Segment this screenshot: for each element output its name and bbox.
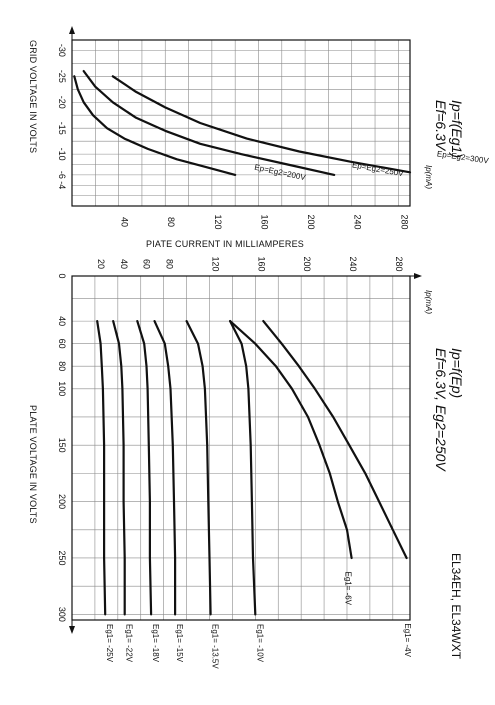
plate-current-tick-label: 60: [142, 259, 152, 269]
transfer-chart-subtitle: Ef=6.3V: [433, 100, 449, 152]
transfer-chart: 40 80 120 160 200 240 280-4-6-10-15-20-25-30Ep…: [57, 26, 490, 230]
plate-chart: 20 40 60 80 120 160 200 240 280 0 40 60 80 100 150 200 2…: [57, 256, 422, 669]
plate-curve-label: Eg1= -4V: [403, 623, 412, 657]
plate-voltage-tick-label: 60: [57, 339, 67, 349]
transfer-x-tick-label: 40: [120, 217, 130, 227]
plate-plot-area: [72, 276, 410, 620]
transfer-axis-arrow: [69, 26, 75, 34]
plate-voltage-tick-label: 300: [57, 607, 67, 622]
transfer-x-unit-label: Ip(mA): [424, 165, 433, 189]
transfer-x-tick-label: 200: [306, 214, 316, 229]
plate-x-axis-title: PLATE VOLTAGE IN VOLTS: [28, 405, 38, 524]
transfer-plot-area: [72, 40, 410, 206]
plate-curve-eg1-15v: [153, 320, 177, 616]
transfer-x-axis-title: PIATE CURRENT IN MILLIAMPERES: [146, 239, 304, 249]
plate-curve-label: Eg1= -15V: [175, 624, 184, 663]
plate-current-tick-label: 120: [210, 256, 220, 271]
plate-current-tick-label: 40: [119, 259, 129, 269]
plate-curve-eg1-4v: [262, 320, 408, 560]
plate-curve-eg1-13-5v: [185, 320, 212, 616]
plate-chart-title: Ip=f(Ep): [449, 348, 465, 398]
plate-curve-eg1-18v: [136, 320, 153, 616]
transfer-x-tick-label: 240: [353, 214, 363, 229]
model-name: EL34EH, EL34WXT: [449, 553, 463, 660]
transfer-x-tick-label: 120: [213, 214, 223, 229]
plate-voltage-tick-label: 40: [57, 316, 67, 326]
plate-voltage-tick-label: 200: [57, 494, 67, 509]
transfer-x-tick-label: 280: [399, 214, 409, 229]
transfer-y-tick-label: -30: [57, 44, 67, 57]
transfer-curve-ep-eg2-250v: [82, 69, 336, 176]
transfer-y-tick-label: -10: [57, 148, 67, 161]
transfer-y-axis-title: GRID VOLTAGE IN VOLTS: [28, 40, 38, 153]
transfer-y-tick-label: -6: [57, 171, 67, 179]
plate-current-tick-label: 20: [96, 259, 106, 269]
plate-current-tick-label: 240: [348, 256, 358, 271]
plate-voltage-axis-arrow: [69, 626, 75, 634]
plate-curve-label: Eg1= -22V: [125, 624, 134, 663]
transfer-y-tick-label: -25: [57, 70, 67, 83]
plate-voltage-tick-label: 80: [57, 361, 67, 371]
plate-current-tick-label: 200: [302, 256, 312, 271]
plate-curve-eg1-22v: [112, 320, 126, 616]
plate-current-tick-label: 280: [394, 256, 404, 271]
annotation-layer: Ip=f(Eg1) Ef=6.3V Ip(mA) PIATE CURRENT I…: [28, 40, 465, 660]
plate-curve-eg1-6v: [229, 320, 353, 560]
plate-curve-label: Eg1= -18V: [151, 624, 160, 663]
plate-curve-label: Eg1= -25V: [105, 624, 114, 663]
plate-chart-subtitle: Ef=6.3V, Eg2=250V: [433, 348, 449, 472]
transfer-curve-ep-eg2-200v: [73, 75, 237, 176]
plate-x-unit-label: Ip(mA): [424, 290, 433, 314]
transfer-y-tick-label: -4: [57, 181, 67, 189]
plate-curve-label: Eg1= -10V: [255, 624, 264, 663]
transfer-plot-frame: [71, 39, 411, 207]
transfer-y-tick-label: -20: [57, 96, 67, 109]
plate-curve-eg1-25v: [96, 320, 107, 616]
plate-curve-eg1-10v: [229, 320, 257, 616]
plate-current-tick-label: 80: [165, 259, 175, 269]
plate-voltage-tick-label: 100: [57, 381, 67, 396]
plate-voltage-tick-label: 0: [57, 273, 67, 278]
transfer-chart-title: Ip=f(Eg1): [449, 100, 465, 158]
plate-curve-label: Eg1= -6V: [343, 572, 352, 606]
transfer-curve-ep-eg2-300v: [111, 75, 412, 174]
transfer-x-tick-label: 160: [259, 214, 269, 229]
plate-voltage-tick-label: 150: [57, 438, 67, 453]
plate-current-axis-arrow: [414, 273, 422, 279]
transfer-x-tick-label: 80: [166, 217, 176, 227]
plate-voltage-tick-label: 250: [57, 550, 67, 565]
plate-plot-frame: [71, 275, 411, 621]
transfer-y-tick-label: -15: [57, 122, 67, 135]
plate-curve-label: Eg1= -13.5V: [211, 624, 220, 669]
plate-current-tick-label: 160: [256, 256, 266, 271]
